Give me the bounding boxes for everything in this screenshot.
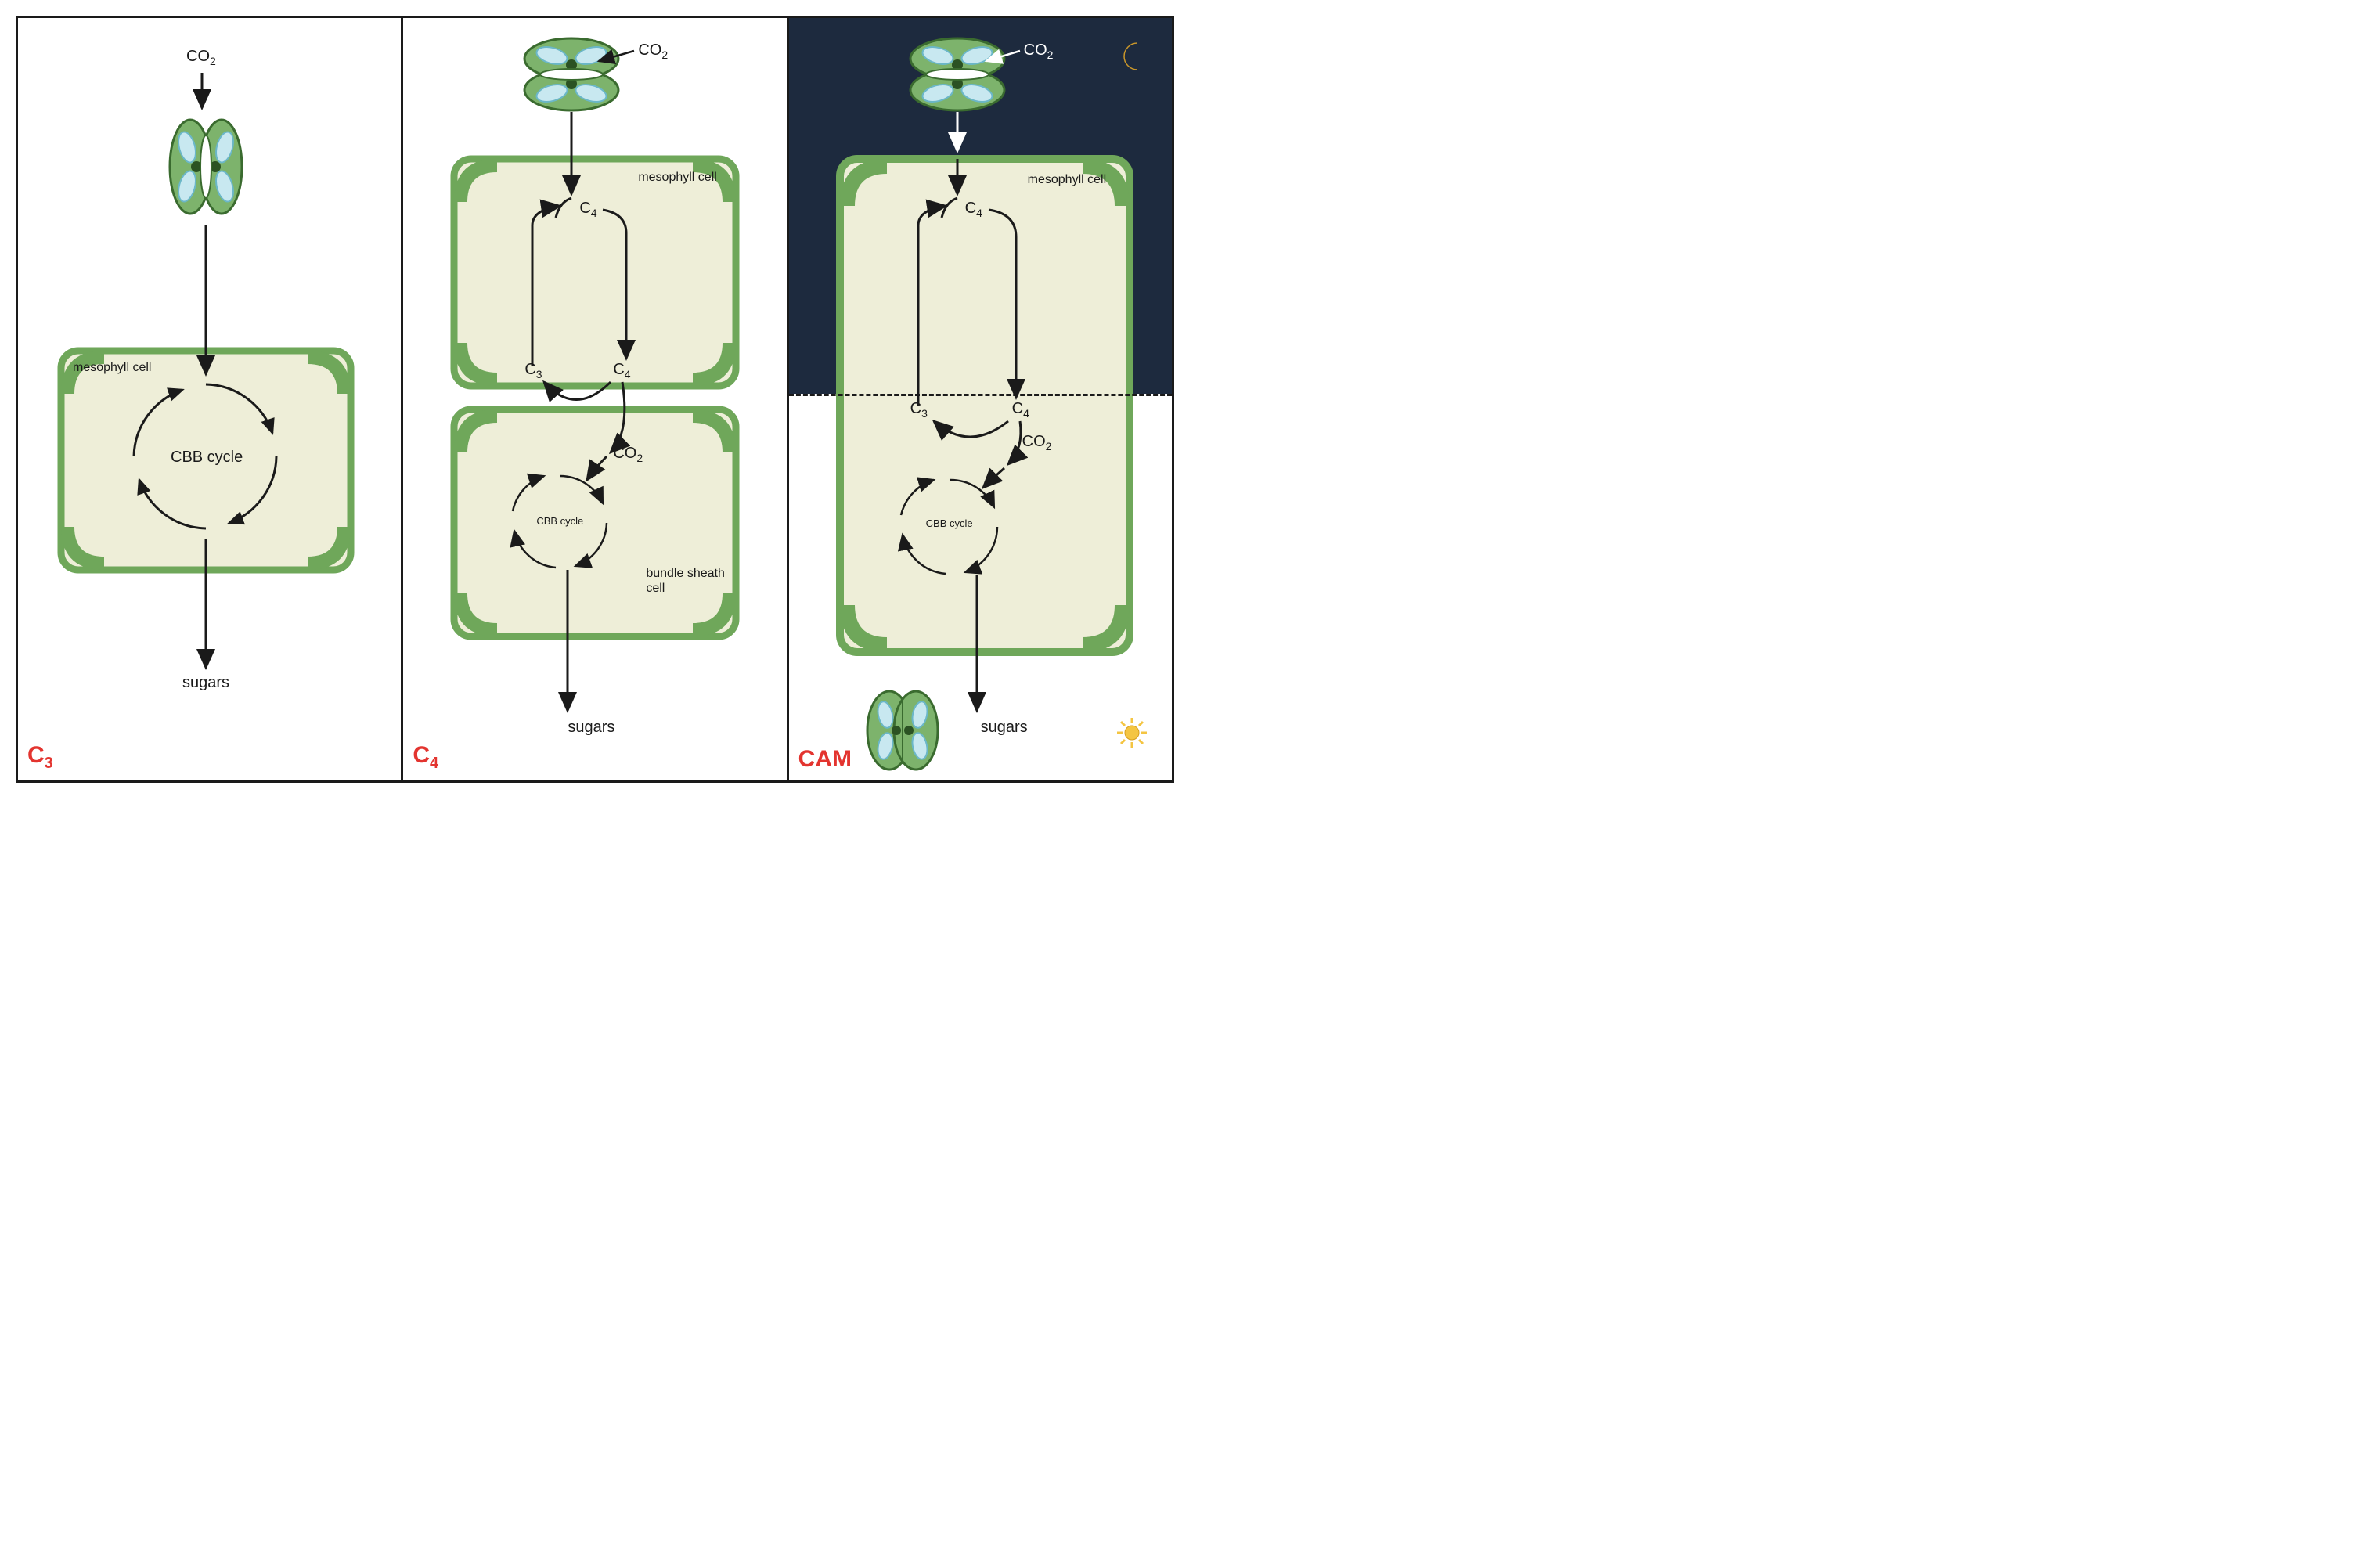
panel-c4: C4 CO2 mesophyll cell <box>403 18 788 780</box>
panel-c3: C3 CO2 mesophyll cell CBB cycle <box>18 18 403 780</box>
panel-cam: CAM CO2 <box>789 18 1172 780</box>
c4-arrows <box>403 18 795 785</box>
sun-icon <box>1115 716 1148 749</box>
c3-arrows <box>18 18 402 785</box>
moon-icon <box>1115 40 1148 73</box>
cam-arrows <box>789 18 1180 785</box>
photosynthesis-pathways-diagram: C3 CO2 mesophyll cell CBB cycle <box>16 16 1174 783</box>
c3-sugars-label: sugars <box>182 674 229 692</box>
